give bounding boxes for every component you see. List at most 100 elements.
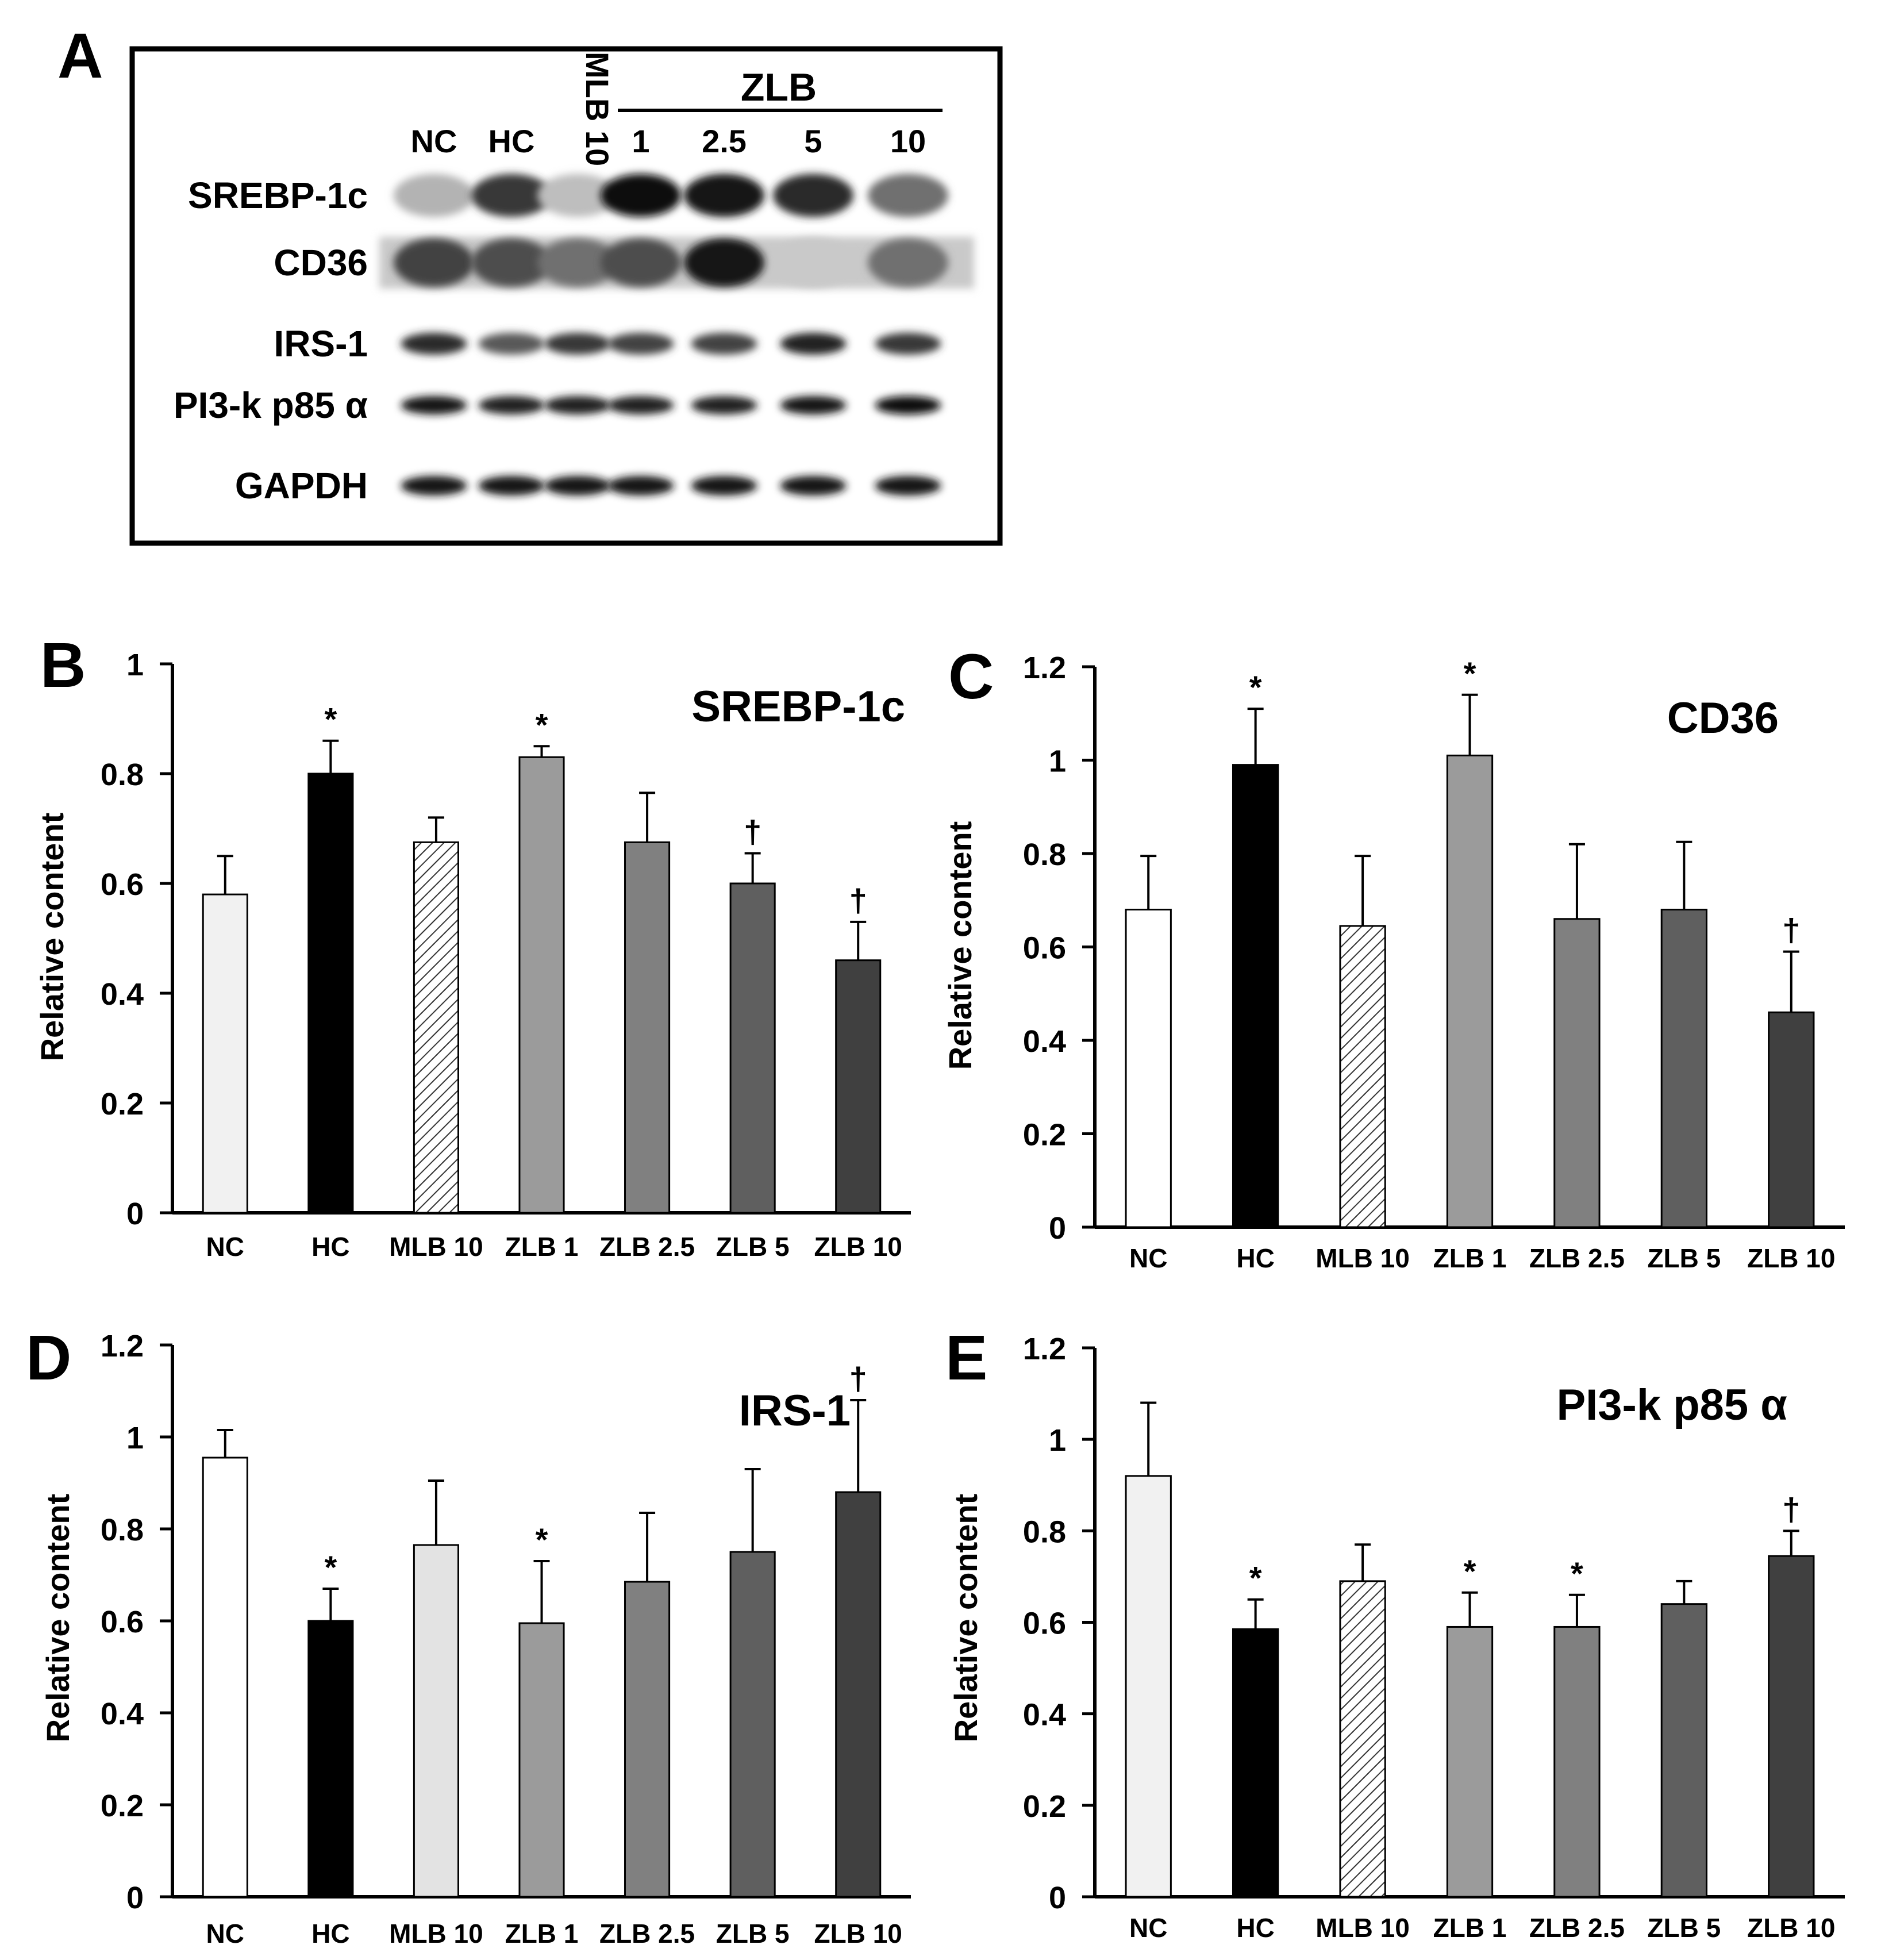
bar [835,959,882,1214]
significance-marker: * [536,1521,548,1558]
y-tick-label: 0 [126,1881,144,1915]
y-tick-label: 0.4 [1023,1024,1066,1059]
y-tick-label: 0.2 [101,1087,144,1121]
blot-band [773,174,853,217]
bar [413,1544,459,1898]
x-tick-label: ZLB 10 [1747,1243,1835,1273]
x-tick-label: ZLB 1 [1433,1243,1507,1273]
blot-band [601,174,681,217]
blot-band [773,238,853,287]
significance-marker: * [1464,655,1476,691]
x-tick-label: MLB 10 [1315,1243,1410,1273]
y-tick-label: 0.6 [101,1605,144,1639]
x-tick-label: ZLB 1 [505,1919,579,1949]
bar [307,773,354,1214]
protein-labels: SREBP-1c CD36 IRS-1 PI3-k p85 α GAPDH [174,175,368,506]
x-tick-label: NC [206,1232,244,1262]
panel-letter-c: C [948,641,994,712]
blot-band [544,396,611,414]
bar [835,1491,882,1898]
blot-band [401,476,467,495]
significance-marker: * [536,706,548,743]
x-tick-label: ZLB 10 [1747,1913,1835,1943]
blot-band [875,396,941,414]
significance-marker: * [1571,1555,1583,1592]
y-tick-label: 0.2 [1023,1789,1066,1824]
blot-band [537,174,618,217]
chart-title: IRS-1 [739,1386,851,1435]
bar [624,841,671,1214]
zlb-group-label: ZLB [741,66,817,109]
bar [1553,1625,1601,1898]
blot-band [691,476,757,495]
blot-band [478,396,545,414]
blot-band [544,476,611,495]
y-tick-label: 0.8 [101,758,144,792]
blot-band [607,476,674,495]
x-tick-label: ZLB 2.5 [1529,1243,1625,1273]
blot-band [868,238,948,287]
chart-panel-e: 0 0.2 0.4 0.6 0.8 1 1.2 Relative content PI3-k p… [948,1332,1845,1943]
bar [1660,1603,1708,1898]
blot-band [601,238,681,287]
blot-band [401,396,467,414]
protein-label: IRS-1 [274,323,368,364]
y-tick-label: 0.4 [1023,1698,1066,1732]
y-tick-label: 1 [126,1421,144,1455]
protein-label: CD36 [274,242,368,283]
panel-letter-e: E [945,1323,987,1393]
y-tick-label: 0.8 [101,1513,144,1547]
chart-panel-c: 0 0.2 0.4 0.6 0.8 1 1.2 Relative content CD36 NC *… [942,651,1845,1273]
y-tick-label: 1.2 [101,1329,144,1363]
x-tick-label: HC [311,1919,349,1949]
blot-band [607,396,674,414]
lane-label: 5 [804,123,822,159]
blot-band [875,476,941,495]
x-tick-label: ZLB 2.5 [599,1919,695,1949]
blot-band [471,174,552,217]
bar [1232,1628,1279,1898]
bar [1125,1475,1172,1898]
significance-marker: * [1249,669,1262,705]
lane-label: 10 [890,123,926,159]
x-tick-label: ZLB 5 [1647,1243,1721,1273]
blot-band [780,333,847,355]
y-tick-label: 0 [1049,1211,1066,1246]
x-tick-label: ZLB 5 [716,1232,790,1262]
blot-band [780,476,847,495]
bar [1339,1580,1386,1898]
blot-band [401,333,467,355]
bar [1768,1555,1815,1898]
y-tick-label: 0 [126,1197,144,1231]
blot-band [875,333,941,355]
x-tick-label: MLB 10 [389,1919,483,1949]
significance-marker: † [849,1361,867,1397]
protein-label: GAPDH [235,465,368,506]
blot-band [394,174,474,217]
bar [1232,764,1279,1228]
bar [729,882,776,1214]
significance-marker: † [1782,1491,1800,1527]
x-tick-label: ZLB 5 [716,1919,790,1949]
panel-letter-a: A [57,21,103,91]
bar [1660,909,1708,1228]
bar [518,1622,565,1898]
y-tick-label: 0 [1049,1881,1066,1915]
blot-band [471,238,552,287]
lane-label: 2.5 [702,123,747,159]
blot-band [544,333,611,355]
x-tick-label: MLB 10 [1315,1913,1410,1943]
chart-title: SREBP-1c [691,682,905,731]
blot-band [394,238,474,287]
significance-marker: * [324,1549,337,1585]
blot-frame [129,46,1003,546]
lane-label: HC [488,123,535,159]
blot-band [684,174,764,217]
lane-label: MLB 10 [579,52,616,166]
blot-band [537,238,618,287]
blot-band [478,333,545,355]
protein-label: PI3-k p85 α [174,385,368,426]
lane-label: 1 [632,123,649,159]
x-tick-label: HC [1236,1243,1274,1273]
protein-label: SREBP-1c [188,175,368,216]
